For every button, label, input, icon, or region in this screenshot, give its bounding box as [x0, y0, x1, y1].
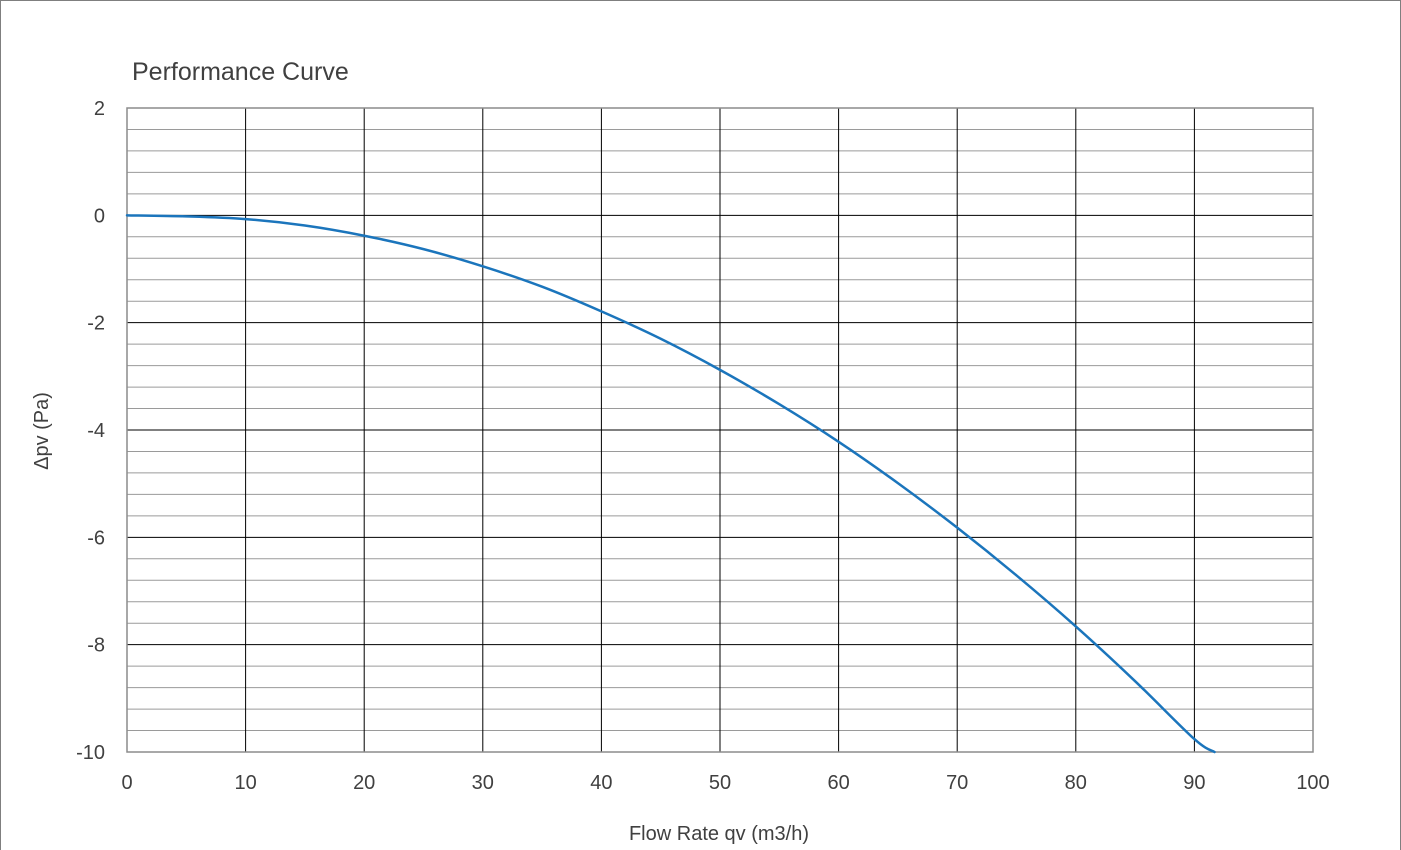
y-tick-label: -4: [87, 420, 105, 442]
x-axis-title: Flow Rate qv (m3/h): [629, 823, 809, 845]
y-tick-label: 2: [94, 98, 105, 120]
chart-title: Performance Curve: [132, 58, 349, 86]
series-layer: [125, 214, 1216, 754]
x-tick-labels: 0 10 20 30 40 50 60 70 80 90 100: [121, 772, 1329, 794]
x-tick-label: 40: [590, 772, 612, 794]
x-tick-label: 20: [353, 772, 375, 794]
y-tick-label: -2: [87, 313, 105, 335]
plot-area: [126, 107, 1314, 753]
x-tick-label: 90: [1183, 772, 1205, 794]
y-tick-label: 0: [94, 205, 105, 227]
x-tick-label: 0: [121, 772, 132, 794]
y-tick-label: -10: [76, 742, 105, 764]
x-tick-label: 10: [234, 772, 256, 794]
x-tick-label: 30: [472, 772, 494, 794]
y-tick-labels: 2 0 -2 -4 -6 -8 -10: [76, 98, 105, 764]
x-tick-label: 80: [1065, 772, 1087, 794]
y-tick-label: -8: [87, 635, 105, 657]
series-line-1: [125, 214, 1216, 754]
y-axis-title: Δpv (Pa): [31, 392, 53, 470]
x-tick-label: 60: [827, 772, 849, 794]
x-tick-label: 70: [946, 772, 968, 794]
x-tick-label: 50: [709, 772, 731, 794]
y-tick-label: -6: [87, 527, 105, 549]
x-tick-label: 100: [1296, 772, 1329, 794]
